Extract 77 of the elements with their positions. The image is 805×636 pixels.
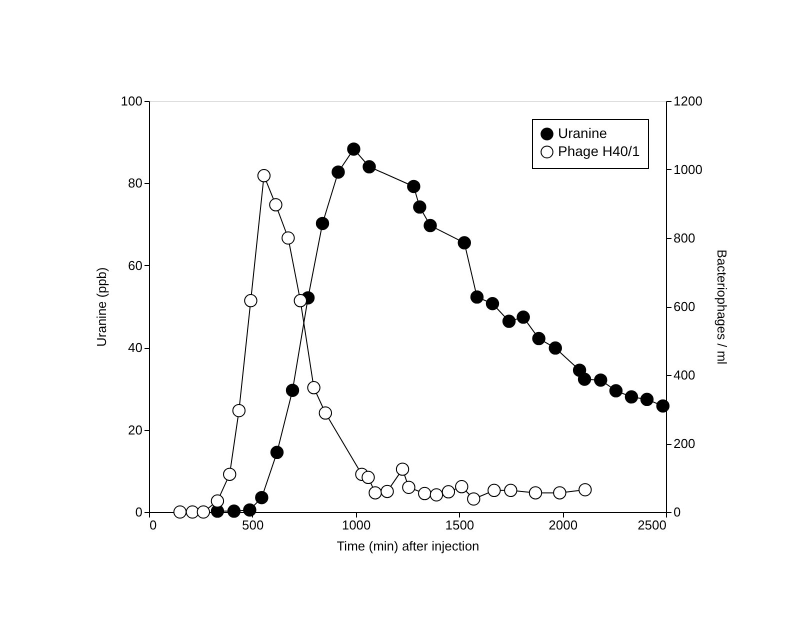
point [467,492,480,506]
y2-tick-label: 200 [674,436,696,451]
point [458,236,471,250]
point [186,505,200,519]
point [257,169,271,182]
x-tick-label: 2500 [638,518,666,532]
x-tick-label: 2000 [548,518,578,532]
point [455,480,468,494]
point [578,483,592,496]
legend-label: Uranine [558,125,608,141]
point [232,404,246,418]
point [594,373,608,387]
y-axis-title: Uranine (ppb) [94,267,109,347]
point [413,200,426,214]
point [196,505,210,519]
point [424,218,437,232]
y2-tick-label: 600 [674,299,696,314]
point [368,486,382,500]
point [553,486,566,500]
y2-tick-label: 0 [674,504,681,520]
point [255,491,268,504]
point [578,372,592,386]
point [173,505,187,519]
y2-tick-label: 1000 [674,162,702,177]
x-tick-label: 0 [150,518,157,532]
x-tick-label: 500 [242,518,264,532]
point [407,180,420,194]
point [486,297,500,310]
y-tick-label: 20 [128,422,142,438]
point [282,231,295,245]
point [504,484,518,498]
point [656,399,670,413]
point [380,484,394,498]
point [362,470,375,484]
y-tick-label: 0 [135,504,142,520]
point [470,290,484,304]
point [307,381,320,394]
y2-tick-label: 400 [674,368,696,382]
point [418,486,432,500]
legend-label: Phage H40/1 [558,143,640,159]
y2-tick-label: 800 [674,230,696,246]
point [516,310,530,324]
point [227,504,241,518]
point [362,160,376,174]
point [294,294,307,308]
point [609,384,623,398]
point [624,390,638,404]
y-tick-label: 80 [128,176,142,191]
point [548,341,562,355]
point [502,314,516,328]
point [396,462,410,476]
point [442,485,456,498]
point [402,480,416,494]
point [269,198,282,212]
point [244,294,258,308]
x-axis-title: Time (min) after injection [336,538,480,554]
point [223,468,236,481]
point [430,488,444,502]
y-tick-label: 60 [128,258,142,273]
x-tick-label: 1500 [445,518,474,532]
point [286,384,300,397]
point [640,392,654,406]
point [318,406,332,420]
y2-axis-title: Bacteriophages / ml [714,250,730,365]
point [316,216,330,230]
y2-tick-label: 1200 [674,94,702,108]
y-tick-label: 40 [128,340,142,356]
x-tick-label: 1000 [342,518,371,532]
point [347,142,360,156]
point [332,165,345,179]
point [243,503,256,517]
point [210,494,224,508]
point [488,484,501,498]
y-tick-label: 100 [120,94,142,108]
point [528,486,542,500]
point [270,446,284,460]
point [532,332,546,346]
